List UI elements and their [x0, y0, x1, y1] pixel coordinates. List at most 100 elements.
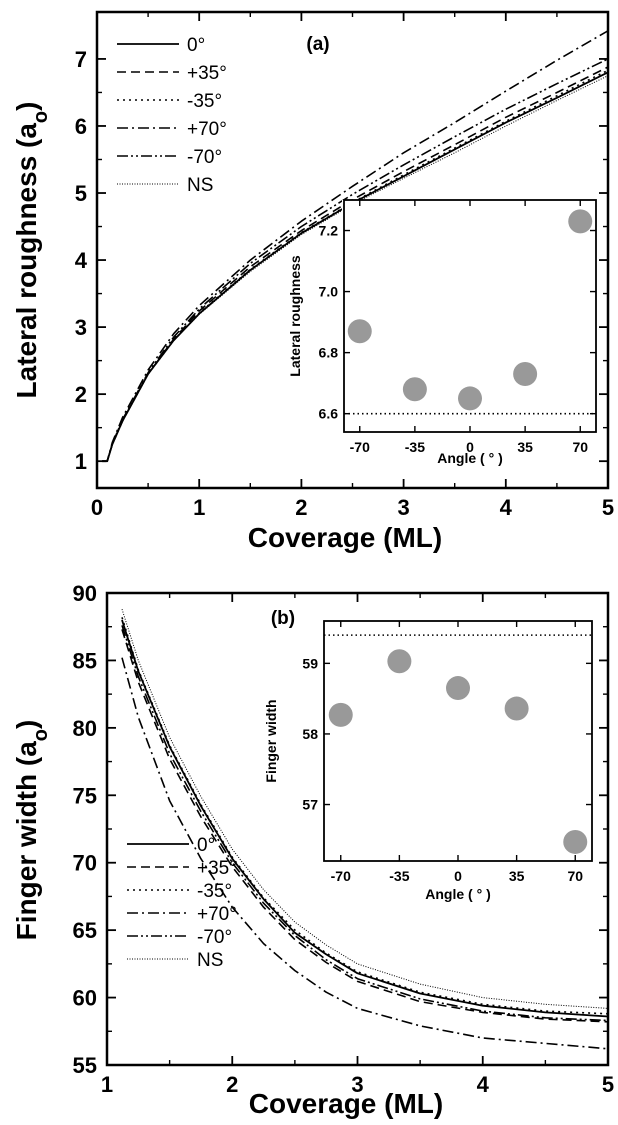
- x-tick-label: 5: [602, 1072, 614, 1097]
- inset-frame-b: [323, 620, 593, 862]
- inset-a: -70 -35 0 35 70 6.6 6.8 7.0 7.2 Angle ( ° ) Lat…: [287, 199, 597, 466]
- inset-y-tick-label: 6.8: [319, 345, 339, 361]
- legend-label: -70°: [197, 927, 232, 948]
- inset-x-tick-label: 35: [509, 868, 525, 884]
- series-lines-a: [102, 30, 609, 463]
- inset-x-tick-label: 0: [466, 439, 474, 455]
- plot-frame-b: [105, 591, 610, 1067]
- x-tick-label: 1: [193, 495, 205, 520]
- y-tick-labels-a: 1 2 3 4 5 6 7: [75, 47, 88, 474]
- x-tick-label: 0: [91, 495, 103, 520]
- y-tick-label: 55: [73, 1053, 97, 1078]
- series-line: [121, 617, 609, 1015]
- inset-ticks-a: [344, 200, 596, 432]
- legend-label: +35°: [197, 858, 237, 879]
- legend-label: +70°: [197, 904, 237, 925]
- inset-y-tick-label: 7.0: [319, 284, 339, 300]
- x-axis-title-b: Coverage (ML): [249, 1088, 443, 1119]
- inset-y-tick-labels-b: 57 58 59: [302, 655, 318, 812]
- legend-b: 0°+35°-35°+70°-70°NS: [127, 835, 237, 971]
- inset-data-point: [563, 829, 588, 854]
- x-tick-labels-a: 0 1 2 3 4 5: [91, 495, 614, 520]
- x-tick-label: 5: [602, 495, 614, 520]
- inset-data-point: [568, 209, 593, 234]
- inset-data-point: [458, 386, 482, 411]
- inset-data-point: [402, 377, 427, 402]
- chart-panel-a: 0 1 2 3 4 5 1 2 3 4 5 6 7 Coverage (ML) Lateral rou…: [11, 10, 614, 553]
- inset-x-title-a: Angle ( ° ): [437, 450, 502, 466]
- plot-frame-a: [95, 10, 610, 490]
- y-tick-label: 70: [73, 851, 97, 876]
- panel-label-b: (b): [271, 608, 295, 629]
- inset-y-tick-labels-a: 6.6 6.8 7.0 7.2: [319, 223, 339, 422]
- series-line: [102, 30, 609, 463]
- inset-x-tick-label: -70: [350, 439, 370, 455]
- inset-x-tick-label: 0: [454, 868, 462, 884]
- y-tick-label: 65: [73, 918, 97, 943]
- inset-background-b: [322, 621, 592, 861]
- legend-label: 0°: [197, 835, 215, 856]
- panel-label-a: (a): [306, 34, 329, 55]
- x-tick-label: 2: [226, 1072, 238, 1097]
- y-tick-label: 5: [75, 181, 87, 206]
- y-tick-label: 4: [75, 248, 88, 273]
- inset-y-tick-label: 7.2: [319, 223, 339, 239]
- inset-data-point: [504, 696, 529, 721]
- legend-label: -70°: [187, 147, 222, 168]
- x-tick-label: 1: [101, 1072, 113, 1097]
- y-axis-title-b: Finger width (ao): [11, 720, 52, 941]
- x-axis-title-a: Coverage (ML): [248, 522, 442, 553]
- y-tick-label: 1: [75, 449, 87, 474]
- inset-points-b: [328, 649, 588, 854]
- inset-data-point: [513, 362, 538, 386]
- series-line: [121, 629, 609, 1023]
- series-line: [121, 657, 609, 1050]
- x-tick-label: 4: [500, 495, 513, 520]
- y-tick-label: 85: [73, 648, 97, 673]
- x-tick-label: 2: [295, 495, 307, 520]
- inset-data-point: [446, 676, 470, 701]
- y-tick-labels-b: 55 60 65 70 75 80 85 90: [73, 581, 97, 1078]
- legend-label: 0°: [187, 35, 205, 56]
- inset-points-a: [347, 209, 593, 411]
- inset-frame-a: [343, 199, 597, 433]
- inset-data-point: [347, 319, 372, 344]
- legend-a: 0° +35° -35° +70° -70° NS: [117, 35, 227, 196]
- series-line: [102, 58, 609, 463]
- inset-x-tick-label: -70: [331, 868, 351, 884]
- legend-label: -35°: [197, 881, 232, 902]
- inset-ticks-b: [324, 621, 592, 861]
- x-tick-label: 3: [397, 495, 409, 520]
- series-lines-b: [121, 609, 609, 1050]
- inset-x-title-b: Angle ( ° ): [425, 886, 490, 902]
- y-tick-label: 6: [75, 114, 87, 139]
- legend-label: NS: [187, 175, 213, 196]
- legend-label: -35°: [187, 91, 222, 112]
- legend-label: NS: [197, 950, 223, 971]
- inset-x-tick-label: 70: [572, 439, 588, 455]
- x-tick-label: 3: [351, 1072, 363, 1097]
- inset-x-tick-label: -35: [405, 439, 425, 455]
- inset-x-tick-labels-a: -70 -35 0 35 70: [350, 439, 589, 455]
- inset-y-tick-label: 6.6: [319, 406, 339, 422]
- inset-y-title-a: Lateral roughness: [287, 255, 303, 377]
- y-tick-label: 60: [73, 986, 97, 1011]
- x-tick-labels-b: 1 2 3 4 5: [101, 1072, 614, 1097]
- inset-y-tick-label: 57: [302, 797, 318, 813]
- y-tick-label: 3: [75, 315, 87, 340]
- y-tick-label: 7: [75, 47, 87, 72]
- inset-x-tick-label: 35: [517, 439, 533, 455]
- inset-data-point: [328, 702, 353, 727]
- y-tick-label: 80: [73, 716, 97, 741]
- inset-x-tick-label: -35: [389, 868, 409, 884]
- y-tick-label: 75: [73, 783, 97, 808]
- inset-y-tick-label: 58: [302, 726, 318, 742]
- inset-x-tick-labels-b: -70 -35 0 35 70: [331, 868, 584, 884]
- legend-label: +70°: [187, 119, 227, 140]
- inset-y-title-b: Finger width: [263, 699, 279, 782]
- legend-label: +35°: [187, 63, 227, 84]
- y-axis-title-a: Lateral roughness (ao): [11, 102, 52, 399]
- inset-data-point: [387, 649, 412, 674]
- chart-panel-b: 1 2 3 4 5 55 60 65 70 75 80 85 90 Coverage (ML) Fin…: [11, 581, 614, 1119]
